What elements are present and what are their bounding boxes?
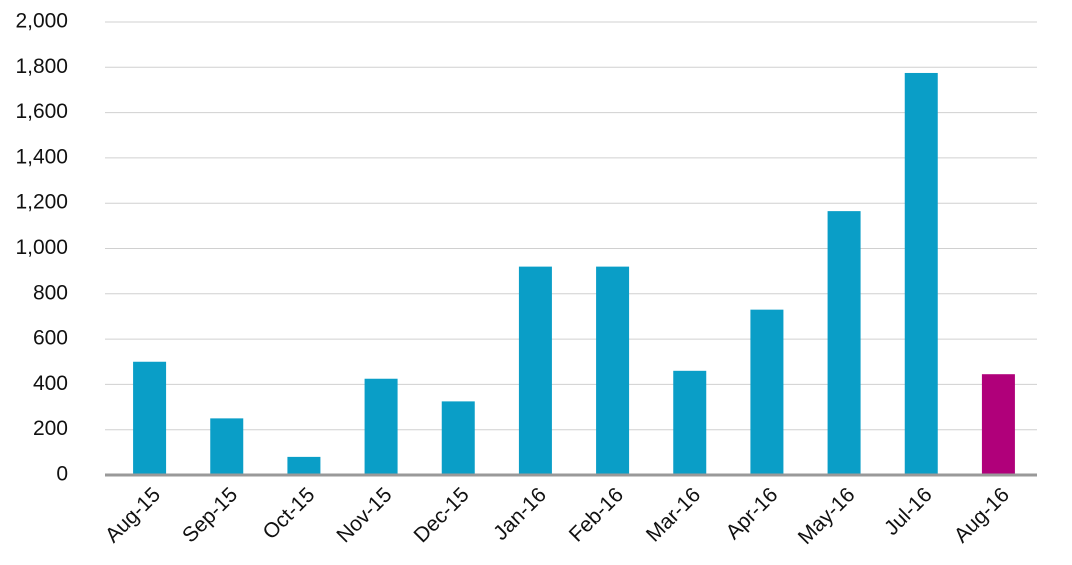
x-tick-label: Jan-16: [489, 483, 551, 545]
bar: [673, 370, 707, 475]
y-tick-label: 600: [33, 327, 68, 350]
y-tick-label: 2,000: [15, 10, 68, 33]
x-tick-label: Sep-15: [178, 483, 242, 547]
bar: [441, 401, 475, 475]
x-tick-label: Oct-15: [259, 483, 320, 544]
y-tick-label: 1,200: [15, 191, 68, 214]
bar: [750, 309, 784, 475]
y-tick-label: 1,600: [15, 100, 68, 123]
x-tick-label: Jul-16: [880, 483, 937, 540]
bar: [827, 211, 861, 475]
y-tick-label: 0: [56, 463, 68, 486]
bar: [596, 266, 630, 475]
y-tick-label: 1,400: [15, 145, 68, 168]
bar: [518, 266, 552, 475]
bar: [133, 361, 167, 475]
x-tick-label: Mar-16: [642, 483, 705, 546]
bar: [210, 418, 244, 475]
x-tick-label: Apr-16: [722, 483, 783, 544]
y-tick-label: 200: [33, 417, 68, 440]
y-tick-label: 1,000: [15, 236, 68, 259]
bar: [904, 72, 938, 476]
y-tick-label: 800: [33, 281, 68, 304]
y-tick-label: 1,800: [15, 55, 68, 78]
x-tick-label: Aug-15: [101, 483, 165, 547]
x-tick-label: Dec-15: [410, 483, 474, 547]
bar: [287, 456, 321, 475]
y-tick-label: 400: [33, 372, 68, 395]
bar: [364, 378, 398, 475]
x-tick-label: Nov-15: [332, 483, 396, 547]
bar: [981, 374, 1015, 475]
x-tick-label: May-16: [794, 483, 860, 549]
x-tick-label: Aug-16: [950, 483, 1014, 547]
x-tick-label: Feb-16: [565, 483, 628, 546]
